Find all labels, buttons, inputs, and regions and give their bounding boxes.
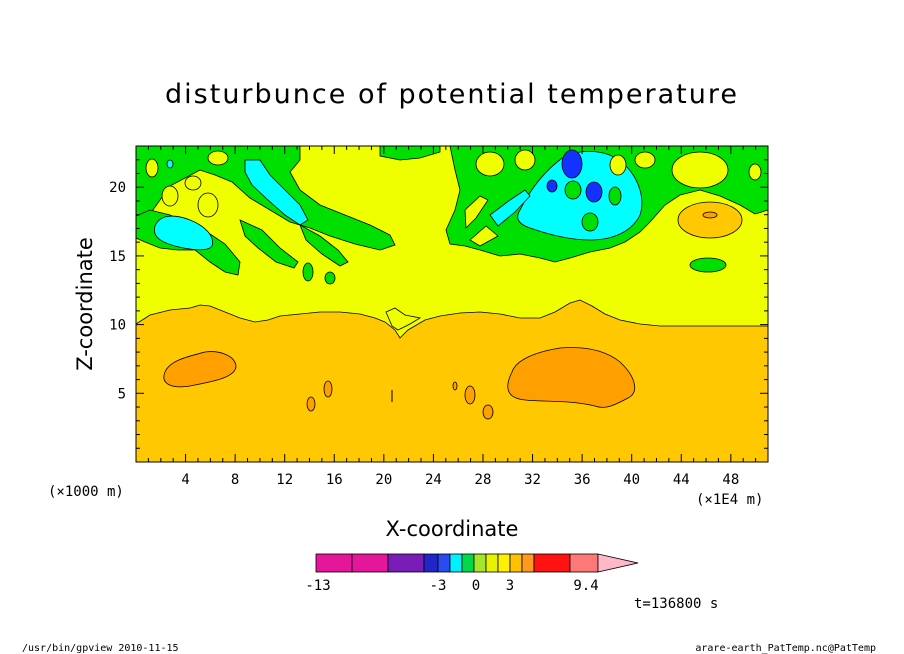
colorbar-segment <box>461 553 475 573</box>
y-unit-label: (×1000 m) <box>48 484 124 500</box>
colorbar-tick-label: -13 <box>305 578 330 594</box>
warm-hole <box>184 175 202 191</box>
cool-spot <box>166 159 174 169</box>
warm-hole <box>671 151 729 189</box>
warm-streak <box>469 225 499 247</box>
colorbar-segment <box>509 553 523 573</box>
green-streak <box>299 224 349 267</box>
colorbar-segment <box>569 553 599 573</box>
colorbar-segment <box>497 553 511 573</box>
warm-spot <box>482 404 494 420</box>
plot-frame <box>135 145 769 463</box>
x-tick-label: 36 <box>574 472 591 488</box>
x-tick-label: 40 <box>623 472 640 488</box>
colorbar-tick-label: 9.4 <box>573 578 598 594</box>
y-axis-label: Z-coordinate <box>73 237 97 371</box>
y-axis: 5 10 15 20 <box>109 145 768 463</box>
warm-hole <box>748 163 762 181</box>
cool-streak <box>489 189 531 227</box>
colorbar-segment <box>521 553 535 573</box>
x-tick-label: 48 <box>722 472 739 488</box>
x-unit-label: (×1E4 m) <box>696 492 763 508</box>
warm-spot <box>464 385 476 405</box>
warm-spot <box>306 396 316 412</box>
colorbar-tick-label: 0 <box>472 578 480 594</box>
cold-core <box>561 149 583 179</box>
x-tick-label: 20 <box>375 472 392 488</box>
warm-spot <box>323 380 333 398</box>
colorbar-segment <box>485 553 499 573</box>
colorbar-segment <box>423 553 439 573</box>
x-axis: 4 8 12 16 20 24 28 32 36 40 44 48 <box>135 146 769 488</box>
region-lower-layer <box>136 299 768 462</box>
footer-left: /usr/bin/gpview 2010-11-15 <box>22 643 179 654</box>
chart-title: disturbunce of potential temperature <box>165 79 739 110</box>
green-streak <box>239 219 299 269</box>
x-axis-label: X-coordinate <box>386 517 519 541</box>
warm-streak <box>464 195 489 229</box>
green-spot <box>689 257 727 273</box>
y-tick-label: 20 <box>109 180 126 196</box>
y-tick-label: 15 <box>109 249 126 265</box>
warm-pocket-right <box>507 347 636 408</box>
intrusion-patch <box>385 307 422 331</box>
cold-core <box>585 181 603 203</box>
green-spot <box>302 262 314 282</box>
colorbar-segment <box>351 553 389 573</box>
x-tick-label: 8 <box>231 472 239 488</box>
warm-core-upper <box>702 211 718 219</box>
colorbar <box>315 553 639 573</box>
warm-hole <box>145 158 159 178</box>
warm-hole <box>609 154 627 176</box>
colorbar-segment <box>315 553 353 573</box>
green-top-strip <box>379 146 441 161</box>
colorbar-segment <box>437 553 451 573</box>
warm-hole <box>161 185 179 207</box>
colorbar-segment <box>533 553 571 573</box>
colorbar-ticks: -13 -3 0 3 9.4 <box>305 578 598 594</box>
warm-spot <box>452 381 458 391</box>
green-spot <box>564 180 582 200</box>
colorbar-tick-label: -3 <box>430 578 447 594</box>
region-cyan-left-band <box>244 159 309 226</box>
contour-field <box>136 146 768 462</box>
colorbar-segment <box>449 553 463 573</box>
region-cyan-left <box>153 215 213 251</box>
time-annotation: t=136800 s <box>634 596 718 612</box>
x-tick-label: 24 <box>425 472 442 488</box>
x-tick-label: 28 <box>475 472 492 488</box>
warm-pocket-left <box>163 351 237 388</box>
footer-right: arare-earth_PatTemp.nc@PatTemp <box>695 643 876 654</box>
x-tick-label: 44 <box>673 472 690 488</box>
colorbar-tick-label: 3 <box>506 578 514 594</box>
y-tick-label: 10 <box>109 318 126 334</box>
warm-hole <box>207 150 229 166</box>
warm-hole <box>197 192 219 218</box>
warm-hole <box>634 151 656 169</box>
y-tick-label: 5 <box>118 386 126 402</box>
x-tick-label: 16 <box>326 472 343 488</box>
green-spot <box>608 186 622 206</box>
colorbar-segment <box>387 553 425 573</box>
colorbar-segment <box>473 553 487 573</box>
x-tick-label: 4 <box>181 472 189 488</box>
cold-core <box>546 179 558 193</box>
x-tick-label: 32 <box>524 472 541 488</box>
green-spot <box>324 271 336 285</box>
colorbar-arrow <box>597 553 639 573</box>
warm-hole <box>514 149 536 171</box>
x-tick-label: 12 <box>276 472 293 488</box>
warm-patch-upper <box>677 201 743 239</box>
warm-hole <box>475 151 505 177</box>
green-spot <box>581 212 599 232</box>
